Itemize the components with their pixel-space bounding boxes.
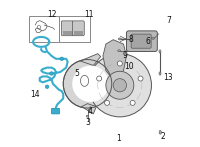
Circle shape <box>138 76 143 81</box>
Circle shape <box>97 76 102 81</box>
Circle shape <box>45 85 49 88</box>
FancyBboxPatch shape <box>131 34 151 48</box>
Circle shape <box>117 61 122 66</box>
FancyBboxPatch shape <box>72 21 84 36</box>
Polygon shape <box>80 54 101 65</box>
Circle shape <box>88 54 151 117</box>
Text: 13: 13 <box>164 73 173 82</box>
Ellipse shape <box>118 50 121 52</box>
Text: 7: 7 <box>166 16 171 25</box>
Text: 6: 6 <box>145 37 150 46</box>
Circle shape <box>72 66 109 102</box>
Ellipse shape <box>159 50 161 53</box>
Bar <box>63 31 72 35</box>
Text: 2: 2 <box>160 132 165 141</box>
Polygon shape <box>82 104 96 114</box>
Circle shape <box>130 100 135 105</box>
Circle shape <box>113 79 126 92</box>
Ellipse shape <box>118 38 121 40</box>
Ellipse shape <box>89 107 91 109</box>
Text: 1: 1 <box>116 134 121 143</box>
Circle shape <box>50 72 53 75</box>
Text: 4: 4 <box>88 107 93 116</box>
Ellipse shape <box>159 72 161 75</box>
Ellipse shape <box>81 75 89 86</box>
FancyBboxPatch shape <box>51 108 60 114</box>
Bar <box>74 31 83 35</box>
Circle shape <box>105 100 110 105</box>
Text: 5: 5 <box>74 69 79 78</box>
Text: 3: 3 <box>85 117 90 127</box>
FancyBboxPatch shape <box>126 31 157 51</box>
FancyBboxPatch shape <box>59 16 90 42</box>
Circle shape <box>106 71 134 99</box>
Text: 11: 11 <box>84 10 94 19</box>
Polygon shape <box>103 40 126 78</box>
Text: 14: 14 <box>30 90 39 99</box>
Circle shape <box>60 57 64 61</box>
FancyBboxPatch shape <box>29 16 59 42</box>
Ellipse shape <box>86 115 89 117</box>
Text: 8: 8 <box>128 35 133 44</box>
Ellipse shape <box>151 37 154 39</box>
Text: 12: 12 <box>47 10 57 19</box>
Circle shape <box>63 60 112 108</box>
Text: 9: 9 <box>123 51 127 60</box>
FancyBboxPatch shape <box>61 21 73 36</box>
Ellipse shape <box>159 130 161 134</box>
Text: 10: 10 <box>125 62 134 71</box>
